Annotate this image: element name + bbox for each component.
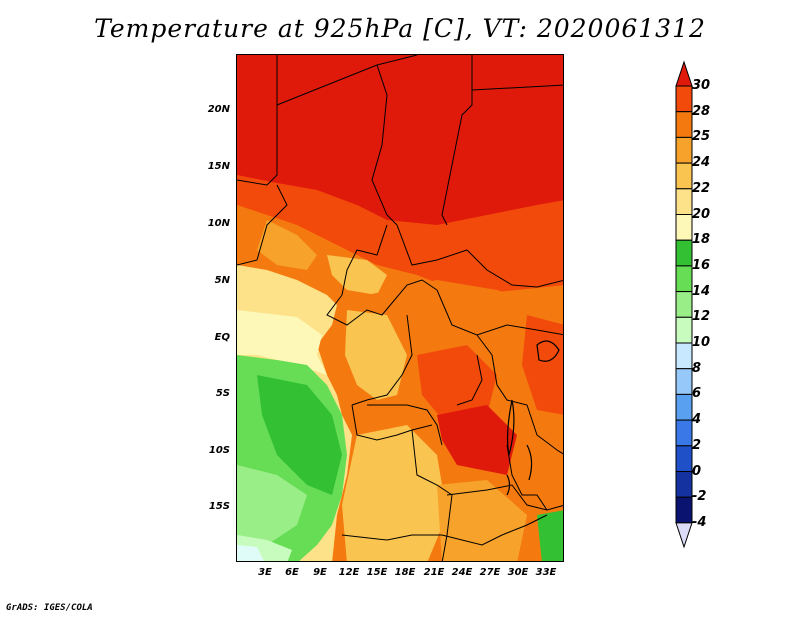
lon-label-21e: 21E xyxy=(423,567,445,578)
colorbar-swatch xyxy=(675,136,693,164)
colorbar-level-label: -4 xyxy=(692,514,707,530)
colorbar xyxy=(675,60,693,549)
katanga-hot-patch xyxy=(437,405,517,475)
colorbar-level-label: 28 xyxy=(692,103,711,119)
lon-label-18e: 18E xyxy=(394,567,416,578)
colorbar-level-label: 10 xyxy=(692,335,711,350)
central-hot-patch xyxy=(417,345,497,425)
colorbar-level-label: 12 xyxy=(692,309,711,325)
west-congo-patch xyxy=(345,310,407,400)
lat-label-5n: 5N xyxy=(214,275,230,286)
colorbar-level-label: 2 xyxy=(692,437,702,453)
lat-label-10n: 10N xyxy=(207,218,230,229)
lon-label-9e: 9E xyxy=(313,567,327,578)
lon-label-33e: 33E xyxy=(535,567,557,578)
colorbar-swatch xyxy=(675,316,693,344)
lon-label-3e: 3E xyxy=(258,567,272,578)
lakes xyxy=(506,340,560,496)
country-borders xyxy=(237,55,563,561)
angola-warm-patch xyxy=(342,425,447,561)
lon-label-12e: 12E xyxy=(338,567,360,578)
colorbar-swatch xyxy=(675,188,693,216)
colorbar-swatch xyxy=(675,162,693,190)
colorbar-swatch xyxy=(675,214,693,241)
colorbar-top-triangle xyxy=(675,60,693,87)
colorbar-level-label: 25 xyxy=(692,129,711,145)
lat-label-eq: EQ xyxy=(214,332,230,343)
colorbar-swatch xyxy=(675,368,693,395)
colorbar-swatch xyxy=(675,393,693,421)
colorbar-swatch xyxy=(675,496,693,524)
lat-label-15n: 15N xyxy=(207,161,230,172)
colorbar-swatch xyxy=(675,471,693,498)
colorbar-swatch xyxy=(675,291,693,318)
lon-label-30e: 30E xyxy=(507,567,529,578)
colorbar-level-label: 4 xyxy=(692,412,702,428)
mozambique-green xyxy=(537,510,563,561)
colorbar-swatch xyxy=(675,239,693,267)
temperature-map[interactable] xyxy=(236,54,564,562)
south-atlantic-light xyxy=(237,465,307,545)
zambia-patch xyxy=(437,480,527,561)
colorbar-level-label: 18 xyxy=(692,232,711,248)
south-atlantic-coldest xyxy=(237,545,264,561)
colorbar-swatch xyxy=(675,111,693,138)
colorbar-swatch xyxy=(675,85,693,113)
benguela-core xyxy=(257,375,342,495)
lat-label-10s: 10S xyxy=(208,445,230,456)
cameroon-patch xyxy=(327,255,387,295)
lon-label-6e: 6E xyxy=(285,567,299,578)
colorbar-swatch xyxy=(675,419,693,447)
east-africa-patch xyxy=(522,315,563,415)
lon-label-27e: 27E xyxy=(479,567,501,578)
colorbar-level-label: 24 xyxy=(692,155,711,171)
colorbar-level-label: 8 xyxy=(692,360,702,376)
colorbar-level-label: 0 xyxy=(692,463,702,479)
colorbar-swatch xyxy=(675,265,693,293)
colorbar-level-label: 14 xyxy=(692,283,711,299)
colorbar-level-label: -2 xyxy=(692,489,707,505)
grads-credit: GrADS: IGES/COLA xyxy=(6,603,93,613)
colorbar-level-label: 30 xyxy=(692,78,711,93)
colorbar-level-label: 16 xyxy=(692,257,711,273)
equatorial-ocean xyxy=(237,310,327,375)
lat-label-15s: 15S xyxy=(208,501,230,512)
colorbar-swatch xyxy=(675,342,693,370)
colorbar-level-label: 20 xyxy=(692,206,711,222)
lon-label-24e: 24E xyxy=(451,567,473,578)
nigeria-patch xyxy=(257,220,317,270)
colorbar-level-label: 6 xyxy=(692,386,702,402)
colorbar-bottom-triangle xyxy=(675,522,693,549)
page-title: Temperature at 925hPa [C], VT: 202006131… xyxy=(94,14,706,43)
lon-label-15e: 15E xyxy=(366,567,388,578)
map-canvas xyxy=(237,55,563,561)
colorbar-level-label: 22 xyxy=(692,180,711,196)
lat-label-5s: 5S xyxy=(215,388,230,399)
lat-label-20n: 20N xyxy=(207,104,230,115)
colorbar-swatch xyxy=(675,445,693,472)
